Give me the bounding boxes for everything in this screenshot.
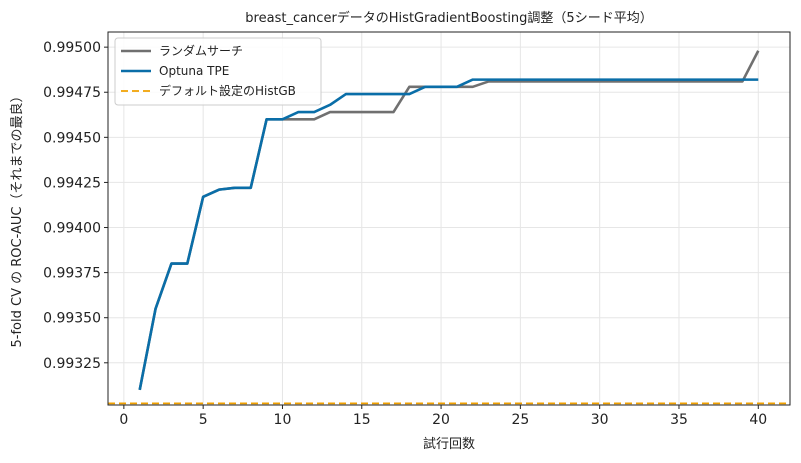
y-tick-label: 0.99325	[43, 356, 101, 372]
x-axis-ticks: 0 5 10 15 20 25 30 35 40	[119, 405, 767, 428]
series-layer	[138, 50, 760, 391]
legend-label-optuna-tpe: Optuna TPE	[159, 64, 229, 78]
x-tick-label: 30	[591, 412, 609, 428]
x-tick-label: 10	[274, 412, 292, 428]
y-tick-label: 0.99450	[43, 130, 101, 146]
x-tick-label: 20	[432, 412, 450, 428]
y-tick-label: 0.99425	[43, 175, 101, 191]
y-axis-ticks: 0.99325 0.99350 0.99375 0.99400 0.99425 0.994…	[43, 40, 108, 372]
y-axis-label: 5-fold CV の ROC-AUC（それまでの最良）	[9, 90, 25, 348]
x-tick-label: 0	[119, 412, 128, 428]
x-tick-label: 25	[511, 412, 529, 428]
y-tick-label: 0.99475	[43, 85, 101, 101]
y-tick-label: 0.99375	[43, 266, 101, 282]
legend-box	[114, 37, 322, 106]
x-tick-label: 35	[670, 412, 688, 428]
y-tick-label: 0.99500	[43, 40, 101, 56]
legend-label-default-histgb: デフォルト設定のHistGB	[159, 83, 296, 98]
x-tick-label: 40	[749, 412, 767, 428]
legend: ランダムサーチ Optuna TPE デフォルト設定のHistGB	[114, 37, 322, 106]
x-axis-label: 試行回数	[423, 436, 475, 452]
x-tick-label: 15	[353, 412, 371, 428]
y-tick-label: 0.99400	[43, 221, 101, 237]
chart-title: breast_cancerデータのHistGradientBoosting調整（…	[245, 10, 652, 26]
y-tick-label: 0.99350	[43, 311, 101, 327]
x-tick-label: 5	[199, 412, 208, 428]
legend-label-random-search: ランダムサーチ	[159, 43, 243, 58]
series-line-optuna-tpe	[138, 78, 759, 391]
plot-frame	[107, 31, 791, 406]
